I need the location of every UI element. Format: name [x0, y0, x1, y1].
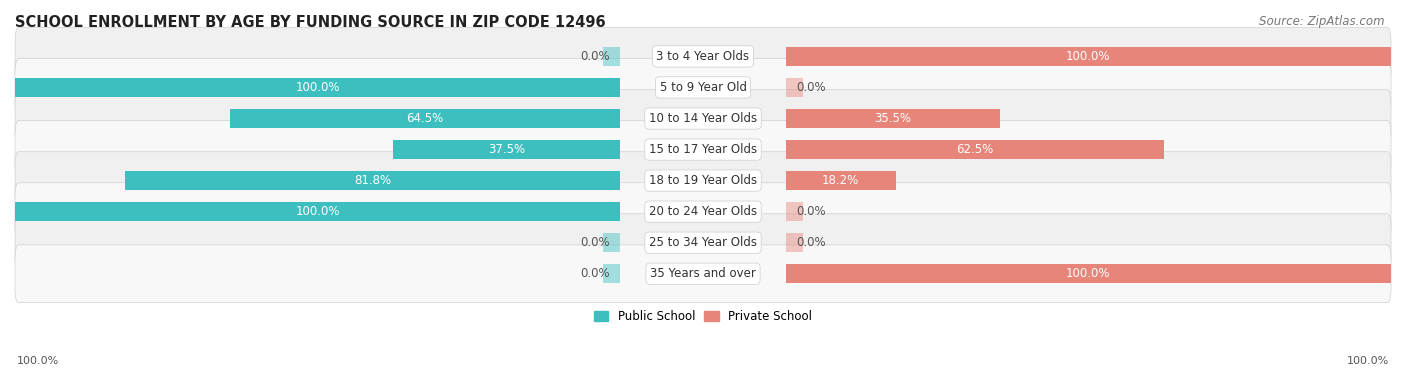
FancyBboxPatch shape — [15, 183, 1391, 241]
Bar — [786, 47, 1391, 66]
Bar — [231, 109, 620, 128]
Text: 100.0%: 100.0% — [1347, 356, 1389, 366]
Bar — [603, 264, 620, 284]
Bar — [15, 202, 620, 221]
Bar — [603, 233, 620, 252]
Text: 0.0%: 0.0% — [581, 236, 610, 249]
Bar — [786, 202, 803, 221]
Bar — [786, 109, 1001, 128]
FancyBboxPatch shape — [15, 58, 1391, 116]
FancyBboxPatch shape — [15, 28, 1391, 85]
Text: Source: ZipAtlas.com: Source: ZipAtlas.com — [1260, 15, 1385, 28]
Text: 64.5%: 64.5% — [406, 112, 444, 125]
FancyBboxPatch shape — [15, 152, 1391, 210]
Text: 37.5%: 37.5% — [488, 143, 526, 156]
Text: SCHOOL ENROLLMENT BY AGE BY FUNDING SOURCE IN ZIP CODE 12496: SCHOOL ENROLLMENT BY AGE BY FUNDING SOUR… — [15, 15, 606, 30]
Text: 10 to 14 Year Olds: 10 to 14 Year Olds — [650, 112, 756, 125]
Text: 62.5%: 62.5% — [956, 143, 994, 156]
Bar — [786, 171, 896, 190]
Text: 0.0%: 0.0% — [796, 236, 825, 249]
FancyBboxPatch shape — [15, 245, 1391, 303]
Text: 100.0%: 100.0% — [295, 81, 340, 94]
Text: 20 to 24 Year Olds: 20 to 24 Year Olds — [650, 205, 756, 218]
Text: 25 to 34 Year Olds: 25 to 34 Year Olds — [650, 236, 756, 249]
Text: 35 Years and over: 35 Years and over — [650, 267, 756, 280]
Legend: Public School, Private School: Public School, Private School — [589, 306, 817, 328]
Bar — [786, 233, 803, 252]
Bar — [15, 78, 620, 97]
Text: 35.5%: 35.5% — [875, 112, 911, 125]
Text: 5 to 9 Year Old: 5 to 9 Year Old — [659, 81, 747, 94]
Text: 18 to 19 Year Olds: 18 to 19 Year Olds — [650, 174, 756, 187]
Text: 0.0%: 0.0% — [581, 50, 610, 63]
Bar — [603, 47, 620, 66]
FancyBboxPatch shape — [15, 90, 1391, 147]
Bar — [786, 140, 1164, 159]
FancyBboxPatch shape — [15, 121, 1391, 178]
Text: 0.0%: 0.0% — [796, 205, 825, 218]
Bar — [786, 78, 803, 97]
Text: 100.0%: 100.0% — [17, 356, 59, 366]
Text: 0.0%: 0.0% — [581, 267, 610, 280]
FancyBboxPatch shape — [15, 214, 1391, 271]
Text: 100.0%: 100.0% — [1066, 50, 1111, 63]
Bar — [786, 264, 1391, 284]
Text: 0.0%: 0.0% — [796, 81, 825, 94]
Text: 100.0%: 100.0% — [1066, 267, 1111, 280]
Bar — [394, 140, 620, 159]
Text: 81.8%: 81.8% — [354, 174, 391, 187]
Text: 100.0%: 100.0% — [295, 205, 340, 218]
Text: 18.2%: 18.2% — [823, 174, 859, 187]
Text: 15 to 17 Year Olds: 15 to 17 Year Olds — [650, 143, 756, 156]
Bar — [125, 171, 620, 190]
Text: 3 to 4 Year Olds: 3 to 4 Year Olds — [657, 50, 749, 63]
